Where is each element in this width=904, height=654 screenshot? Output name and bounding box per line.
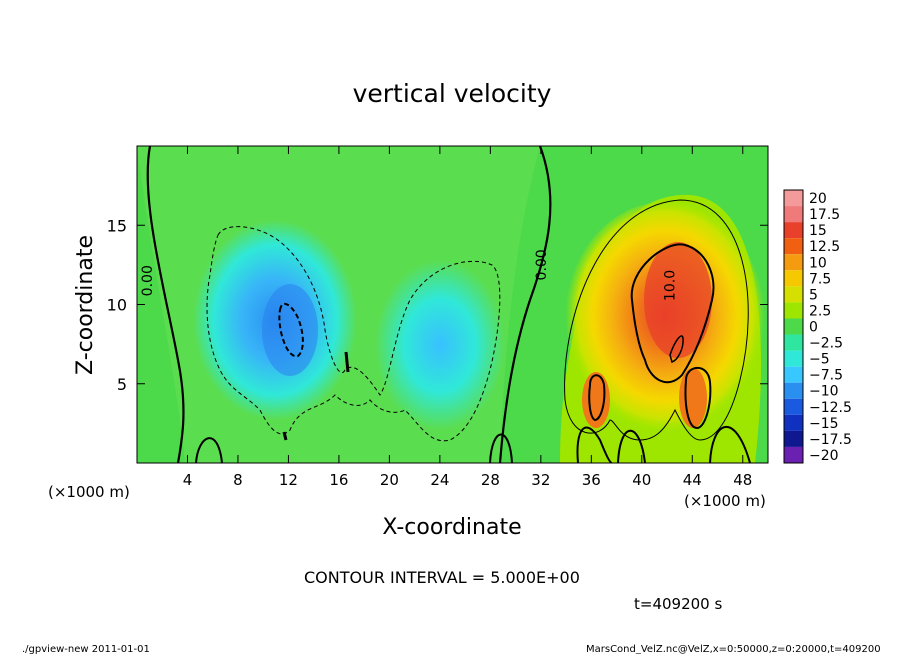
x-unit-label-right: (×1000 m): [684, 492, 766, 510]
time-text: t=409200 s: [634, 595, 722, 613]
contour-labels: 0.00 0.00 10.0: [140, 249, 678, 301]
colorbar-label: 17.5: [809, 207, 840, 223]
colorbar-label: 12.5: [809, 239, 840, 255]
colorbar-swatch: [784, 366, 803, 383]
x-tick-label: 4: [183, 471, 193, 489]
colorbar-swatch: [784, 430, 803, 447]
colorbar-label: 0: [809, 320, 818, 336]
contour-neg-small: [282, 431, 288, 441]
downdraft-left-core: [262, 284, 318, 376]
y-axis: 5 10 15: [107, 216, 768, 394]
colorbar-label: 15: [809, 223, 827, 239]
y-axis-label: Z-coordinate: [73, 235, 98, 375]
colorbar-label: 2.5: [809, 303, 831, 319]
x-tick-label: 24: [430, 471, 449, 489]
plot-area: [137, 146, 768, 463]
contour-10: [684, 366, 712, 430]
contour-neg-small: [344, 351, 350, 373]
zero-contour: [709, 426, 751, 463]
footer-left: ./gpview-new 2011-01-01: [22, 644, 150, 654]
y-tick-label: 10: [107, 296, 127, 315]
colorbar-label: −7.5: [809, 368, 843, 384]
x-axis: 4 8 12 16 20 24 28 32 36 40 44 48: [183, 146, 752, 489]
colorbar-swatch: [784, 398, 803, 415]
colorbar-frame: [783, 189, 804, 464]
x-tick-label: 16: [329, 471, 348, 489]
zero-contour: [617, 430, 646, 463]
x-tick-label: 28: [481, 471, 500, 489]
footer-right: MarsCond_VelZ.nc@VelZ,x=0:50000,z=0:2000…: [586, 644, 881, 654]
colorbar-label: −20: [809, 448, 839, 464]
zero-contour: [146, 146, 185, 463]
y-tick-label: 5: [117, 375, 127, 394]
x-tick-label: 40: [632, 471, 651, 489]
x-tick-label: 36: [582, 471, 601, 489]
colorbar-label: −5: [809, 352, 830, 368]
contour-neg10: [278, 302, 304, 358]
contour-5: [564, 199, 749, 441]
x-tick-label: 44: [683, 471, 702, 489]
colorbar-swatch: [784, 334, 803, 351]
colorbar-swatch: [784, 286, 803, 303]
x-tick-label: 12: [279, 471, 298, 489]
colorbar-label: −15: [809, 416, 839, 432]
contour-label: 0.00: [534, 249, 550, 280]
colorbar-label: 7.5: [809, 271, 831, 287]
colorbar-swatch: [784, 190, 803, 207]
colorbar-swatch: [784, 350, 803, 367]
updraft-lobe: [679, 368, 707, 428]
zero-contour: [576, 426, 613, 463]
y-tick-label: 15: [107, 216, 127, 235]
colorbar-label: −2.5: [809, 336, 843, 352]
colorbar-swatch: [784, 382, 803, 399]
colorbar-swatch: [784, 238, 803, 255]
contour-10: [630, 243, 715, 384]
contour-interval-text: CONTOUR INTERVAL = 5.000E+00: [304, 568, 580, 587]
x-tick-label: 32: [531, 471, 550, 489]
zero-contour: [498, 146, 552, 463]
colorbar-swatch: [784, 270, 803, 287]
colorbar-swatch: [784, 254, 803, 271]
colorbar-swatch: [784, 446, 803, 463]
x-axis-label: X-coordinate: [382, 515, 521, 540]
contour-10: [669, 335, 684, 363]
chart-title: vertical velocity: [353, 79, 552, 108]
colorbar-swatch: [784, 222, 803, 239]
downdraft-right-region: [375, 260, 505, 430]
colorbar-swatch: [784, 206, 803, 223]
contour-10: [588, 374, 606, 422]
colorbar-label: −10: [809, 384, 839, 400]
colorbar-label: −12.5: [809, 400, 852, 416]
x-unit-label-left: (×1000 m): [48, 483, 130, 501]
colorbar-label: 5: [809, 287, 818, 303]
zero-contour: [195, 437, 223, 463]
updraft-core: [644, 242, 712, 358]
x-tick-label: 48: [733, 471, 752, 489]
x-tick-label: 20: [380, 471, 399, 489]
colorbar: 2017.51512.5107.552.50−2.5−5−7.5−10−12.5…: [783, 189, 852, 464]
colorbar-label: −17.5: [809, 432, 852, 448]
colorbar-label: 10: [809, 255, 827, 271]
contour-label: 10.0: [663, 270, 679, 301]
colorbar-swatch: [784, 414, 803, 431]
zero-contour: [489, 433, 513, 463]
x-tick-label: 8: [233, 471, 243, 489]
colorbar-label: 20: [809, 191, 827, 207]
contour-neg5: [206, 226, 501, 442]
colorbar-swatch: [784, 302, 803, 319]
contour-label: 0.00: [140, 265, 156, 296]
colorbar-swatch: [784, 318, 803, 335]
